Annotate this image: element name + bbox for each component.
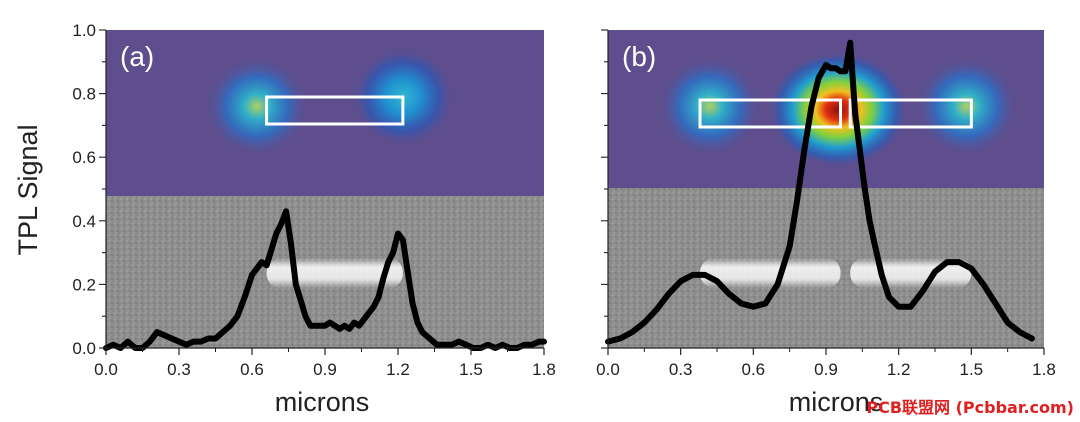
panel-label: (b)	[622, 41, 656, 72]
y-tick-label: 0.0	[72, 339, 96, 358]
heatmap-spot	[768, 51, 909, 168]
x-tick-label: 0.9	[814, 360, 838, 379]
nanorod	[700, 258, 841, 288]
x-tick-label: 1.2	[386, 360, 410, 379]
y-tick-label: 0.4	[72, 212, 96, 231]
y-tick-label: 0.6	[72, 148, 96, 167]
x-axis-title-a: microns	[275, 387, 370, 417]
tpl-signal-line	[103, 208, 547, 351]
x-tick-label: 0.0	[94, 360, 118, 379]
x-tick-label: 1.8	[532, 360, 556, 379]
x-tick-label: 1.2	[887, 360, 911, 379]
x-axis-title-b: microns	[789, 387, 884, 417]
x-tick-label: 1.8	[1032, 360, 1056, 379]
heatmap-spot	[914, 56, 1019, 157]
background-image-panel-b	[608, 30, 1044, 348]
rod-outline-box	[848, 98, 973, 129]
heatmap-spot	[657, 56, 762, 157]
x-tick-label: 1.5	[459, 360, 483, 379]
panel-b: 0.0 0.3 0.6 0.9 1.2 1.5 1.8 (b)	[596, 29, 1056, 379]
rod-outline-box	[265, 95, 405, 126]
y-tick-label: 1.0	[72, 21, 96, 40]
panel-a: 0.0 0.3 0.6 0.9 1.2 1.5 1.8 0.0 0.2 0.4 0.6 0.8 1.0 (…	[72, 21, 555, 379]
x-tick-label: 0.3	[167, 360, 191, 379]
x-tick-label: 0.6	[742, 360, 766, 379]
y-axis-title: TPL Signal	[13, 124, 43, 255]
x-tick-label: 0.9	[313, 360, 337, 379]
x-tick-label: 0.3	[669, 360, 693, 379]
x-tick-label: 0.0	[596, 360, 620, 379]
x-tick-label: 1.5	[960, 360, 984, 379]
watermark: PCB联盟网 (Pcbbar.com)	[866, 398, 1074, 417]
nanorod	[266, 258, 403, 288]
heatmap-spot	[204, 56, 309, 157]
background-image-panel-a	[106, 30, 544, 348]
y-tick-label: 0.2	[72, 275, 96, 294]
heatmap-region	[106, 30, 544, 196]
y-tick-label: 0.8	[72, 85, 96, 104]
rod-outline-box	[698, 98, 843, 129]
panel-label: (a)	[120, 41, 154, 72]
tpl-signal-line	[605, 39, 1035, 345]
x-tick-label: 0.6	[240, 360, 264, 379]
